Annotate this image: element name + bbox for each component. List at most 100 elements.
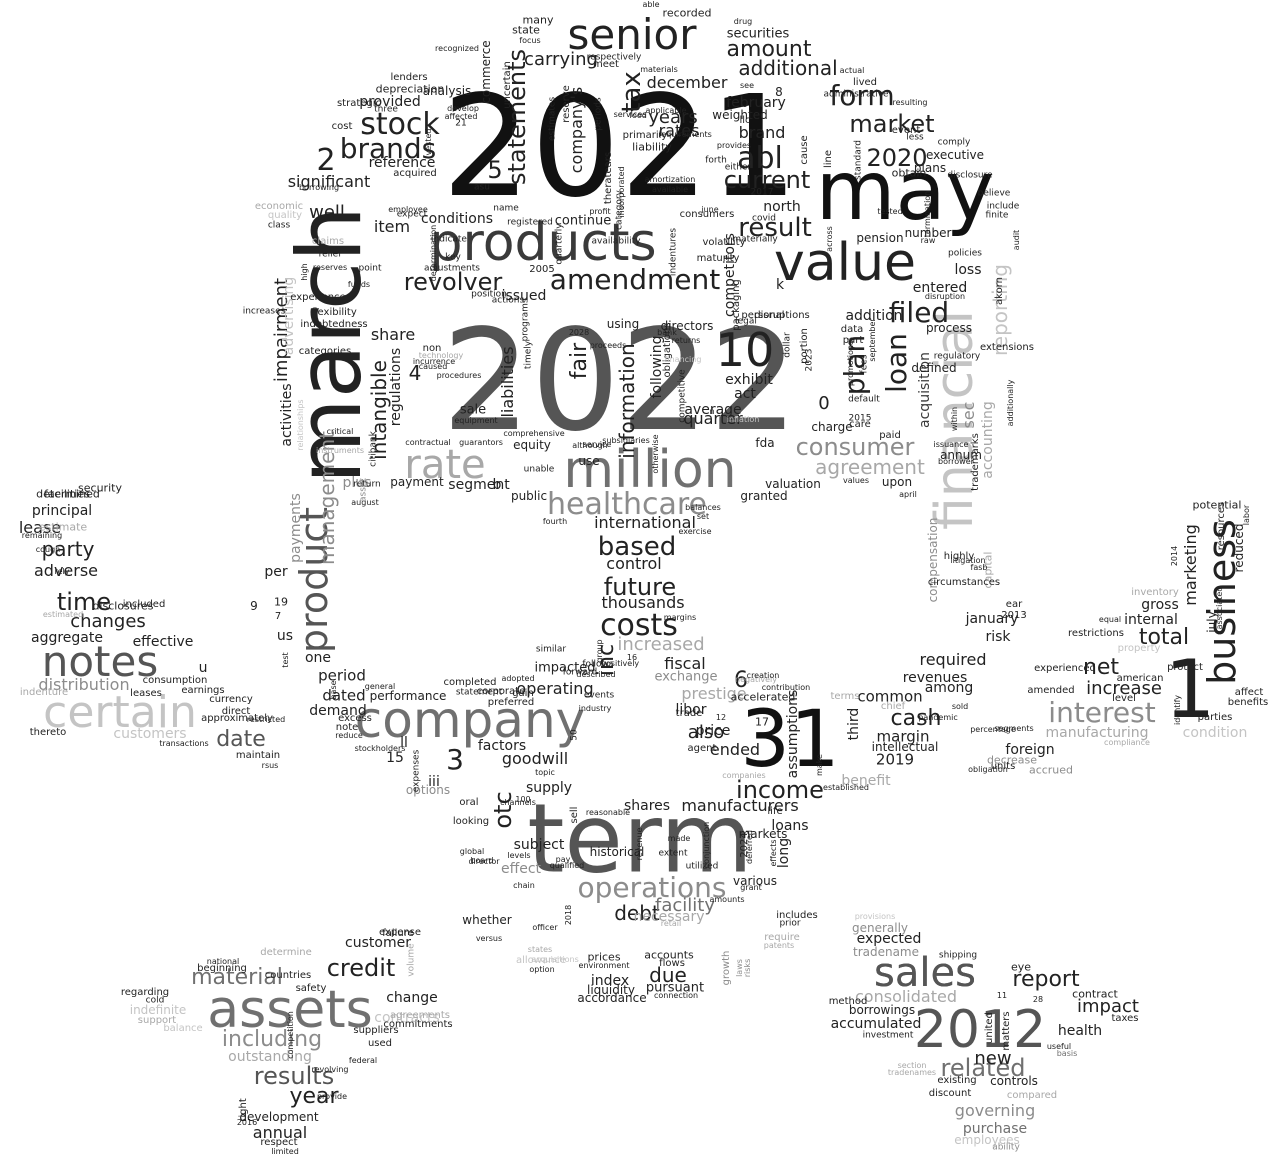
cloud-word: index: [590, 973, 630, 989]
cloud-word: 6: [734, 668, 748, 693]
cloud-word: transactions: [159, 739, 209, 748]
cloud-word: entered: [912, 280, 968, 296]
cloud-word: critical: [326, 427, 354, 436]
cloud-word: use: [578, 454, 600, 468]
cloud-word: based: [597, 532, 677, 562]
cloud-word: trade: [675, 708, 703, 719]
cloud-word: accrued: [1028, 763, 1074, 777]
cloud-word: accelerated: [730, 690, 796, 704]
cloud-word: include: [986, 201, 1020, 212]
cloud-word: future: [603, 573, 677, 601]
cloud-word: regarding: [120, 987, 170, 998]
cloud-word: liquidity: [587, 983, 635, 997]
cloud-word: sales: [874, 950, 976, 996]
cloud-word: bank: [657, 328, 677, 337]
cloud-word: internal: [1124, 612, 1178, 628]
cloud-word: new: [974, 1048, 1012, 1069]
cloud-word: exhibit: [725, 372, 773, 388]
cloud-word: million: [563, 440, 737, 500]
cloud-word: consumer: [795, 433, 915, 461]
cloud-word: manufacturers: [681, 796, 799, 815]
cloud-word: securities: [726, 26, 790, 42]
cloud-word: disclosures: [92, 599, 154, 613]
cloud-word: third: [846, 707, 862, 741]
cloud-word: issuance: [933, 440, 969, 449]
cloud-word: gross: [1141, 597, 1179, 613]
cloud-word: margins: [663, 613, 697, 622]
cloud-word: subsidiaries: [602, 436, 650, 445]
cloud-word: channels: [500, 798, 536, 807]
cloud-word: revolving: [311, 1065, 349, 1074]
cloud-word: fair: [567, 342, 592, 380]
cloud-word: 1: [1164, 643, 1216, 736]
cloud-word: tested: [877, 207, 903, 216]
cloud-word: expenses: [411, 749, 422, 793]
cloud-word: period: [318, 666, 366, 685]
cloud-word: reference: [368, 155, 436, 171]
cloud-word: amortization: [644, 175, 696, 184]
cloud-word: well: [309, 202, 345, 223]
cloud-word: facility: [655, 895, 715, 916]
cloud-word: risk: [985, 629, 1011, 645]
cloud-word: adopted: [501, 674, 535, 683]
cloud-word: pandemic: [918, 713, 958, 722]
cloud-word: 2019: [875, 750, 915, 769]
cloud-word: item: [373, 217, 411, 236]
cloud-word: year: [289, 1084, 339, 1109]
cloud-word: us: [276, 628, 294, 644]
cloud-word: 4: [408, 361, 422, 385]
cloud-word: amount: [726, 37, 812, 62]
cloud-word: used: [367, 1038, 393, 1049]
cloud-word: competitors: [722, 233, 738, 317]
cloud-word: technology: [418, 351, 464, 360]
cloud-word: class: [267, 220, 291, 231]
cloud-word: required: [919, 650, 987, 669]
cloud-word: strategic: [336, 98, 382, 109]
cloud-word: develop: [447, 104, 479, 113]
cloud-word: dated: [322, 686, 366, 705]
cloud-word: price: [695, 723, 731, 739]
cloud-word: margin: [876, 727, 930, 746]
cloud-word: indefinite: [129, 1003, 187, 1017]
cloud-word: continue: [554, 213, 612, 229]
cloud-word: statement: [455, 687, 503, 698]
cloud-word: availability: [591, 236, 641, 247]
cloud-word: competition: [286, 1011, 295, 1059]
cloud-word: chain: [513, 881, 535, 890]
cloud-word: tradename: [852, 945, 920, 959]
cloud-word: taxes: [1111, 1013, 1139, 1024]
cloud-word: indebtedness: [300, 319, 368, 330]
cloud-word: agreement: [815, 455, 925, 479]
cloud-word: benefit: [841, 773, 891, 789]
cloud-word: revenues: [902, 670, 968, 686]
cloud-word: materials: [640, 65, 678, 74]
cloud-word: beginning: [197, 963, 247, 974]
cloud-word: lenders: [390, 72, 428, 83]
cloud-word: useful: [1046, 1042, 1072, 1051]
cloud-word: form: [829, 79, 895, 112]
cloud-word: dollar: [782, 332, 793, 358]
cloud-word: reserve: [561, 85, 572, 123]
cloud-word: 2005: [529, 264, 555, 275]
cloud-word: restricted: [246, 715, 286, 724]
cloud-word: labor: [1242, 504, 1251, 526]
cloud-word: material: [191, 965, 283, 990]
cloud-word: distribution: [38, 675, 130, 694]
cloud-word: determine: [260, 947, 312, 958]
cloud-word: 7: [274, 611, 282, 622]
cloud-word: although: [572, 441, 608, 450]
cloud-word: actions: [491, 295, 525, 306]
cloud-word: senior: [567, 10, 697, 59]
cloud-word: flexibility: [311, 307, 357, 318]
cloud-word: actual: [839, 66, 865, 75]
cloud-word: consumption: [142, 675, 208, 686]
cloud-word: balances: [685, 503, 721, 512]
cloud-word: approximately: [201, 713, 273, 724]
cloud-word: due: [649, 963, 687, 987]
cloud-word: basis: [1056, 1049, 1078, 1058]
cloud-word: citibank: [368, 431, 379, 467]
cloud-word: quality: [267, 210, 303, 221]
cloud-word: positively: [600, 659, 640, 668]
cloud-word: included: [122, 599, 166, 610]
cloud-word: stock: [360, 107, 440, 142]
